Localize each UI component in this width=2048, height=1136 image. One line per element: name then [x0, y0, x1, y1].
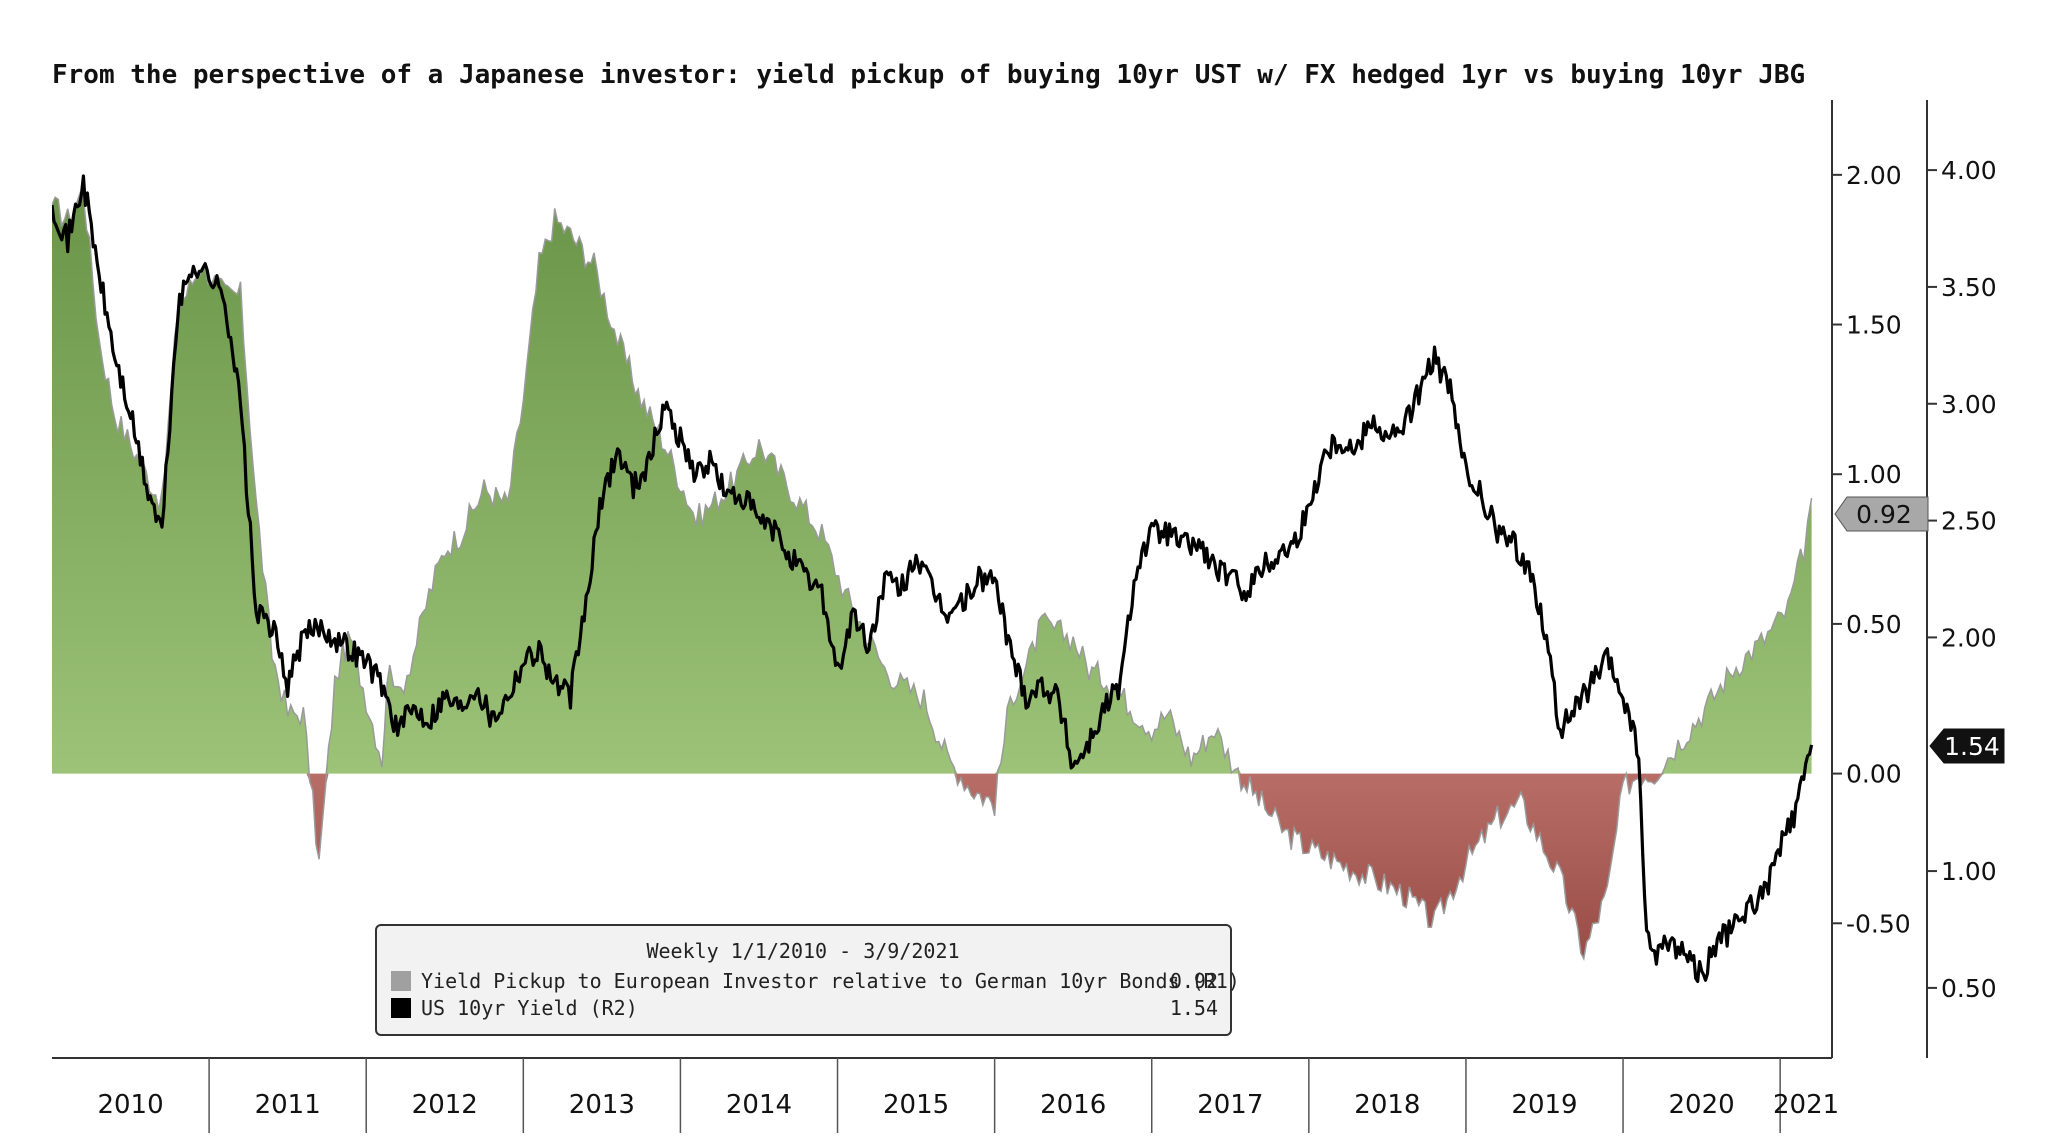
r1-tick-label: 0.50 [1846, 610, 1902, 639]
legend-label-yield-pickup: Yield Pickup to European Investor relati… [421, 969, 1240, 993]
r2-tick-label: 1.00 [1941, 857, 1997, 886]
x-tick-label-2021: 2021 [1773, 1090, 1839, 1120]
x-tick-label-2012: 2012 [412, 1090, 478, 1120]
us-10yr-yield-line [52, 174, 1814, 984]
x-axis: 2010 2011 2012 2013 2014 2015 2016 2017 2018 2019… [97, 1058, 1839, 1133]
x-tick-label-2018: 2018 [1354, 1090, 1420, 1120]
x-tick-label-2010: 2010 [97, 1090, 163, 1120]
legend-value-yield-pickup: 0.92 [1170, 969, 1218, 993]
r2-tick-label: 0.50 [1941, 974, 1997, 1003]
yield-pickup-positive-area [52, 192, 1812, 774]
r2-tick-label: 2.00 [1941, 623, 1997, 652]
r1-tick-label: 1.00 [1846, 460, 1902, 489]
x-tick-label-2019: 2019 [1511, 1090, 1577, 1120]
legend-label-us-10yr: US 10yr Yield (R2) [421, 996, 638, 1020]
legend-box [375, 924, 1232, 1036]
yield-pickup-negative-area [52, 773, 1812, 959]
r2-axis: 4.00 3.50 3.00 2.50 2.00 1.00 0.50 [1927, 156, 1997, 1003]
r2-tick-label: 2.50 [1941, 507, 1997, 536]
r2-tick-label: 3.50 [1941, 273, 1997, 302]
x-tick-label-2020: 2020 [1669, 1090, 1735, 1120]
r1-tick-label: 2.00 [1846, 161, 1902, 190]
plot-area [52, 174, 1814, 984]
svg-text:0.92: 0.92 [1856, 500, 1912, 529]
r1-tick-label: 1.50 [1846, 311, 1902, 340]
r1-tick-label: 0.00 [1846, 760, 1902, 789]
x-tick-label-2013: 2013 [569, 1090, 635, 1120]
callout-r2-last-value: 1.54 [1929, 728, 2005, 764]
r2-tick-label: 4.00 [1941, 156, 1997, 185]
r1-axis: 2.00 1.50 1.00 0.50 0.00 -0.50 [1832, 161, 1911, 938]
legend-header: Weekly 1/1/2010 - 3/9/2021 [646, 939, 959, 963]
legend-value-us-10yr: 1.54 [1170, 996, 1218, 1020]
legend-swatch-yield-pickup [391, 971, 411, 991]
legend-swatch-us-10yr [391, 998, 411, 1018]
x-tick-label-2015: 2015 [883, 1090, 949, 1120]
x-tick-label-2011: 2011 [255, 1090, 321, 1120]
r1-tick-label: -0.50 [1846, 909, 1911, 938]
x-tick-label-2017: 2017 [1197, 1090, 1263, 1120]
svg-text:1.54: 1.54 [1944, 732, 2000, 761]
yield-pickup-edge-line [52, 190, 1813, 962]
x-tick-label-2016: 2016 [1040, 1090, 1106, 1120]
chart-title: From the perspective of a Japanese inves… [52, 60, 1805, 90]
r2-tick-label: 3.00 [1941, 390, 1997, 419]
x-tick-label-2014: 2014 [726, 1090, 792, 1120]
callout-r1-last-value: 0.92 [1834, 496, 1929, 532]
legend: Weekly 1/1/2010 - 3/9/2021 Yield Pickup … [375, 924, 1240, 1036]
